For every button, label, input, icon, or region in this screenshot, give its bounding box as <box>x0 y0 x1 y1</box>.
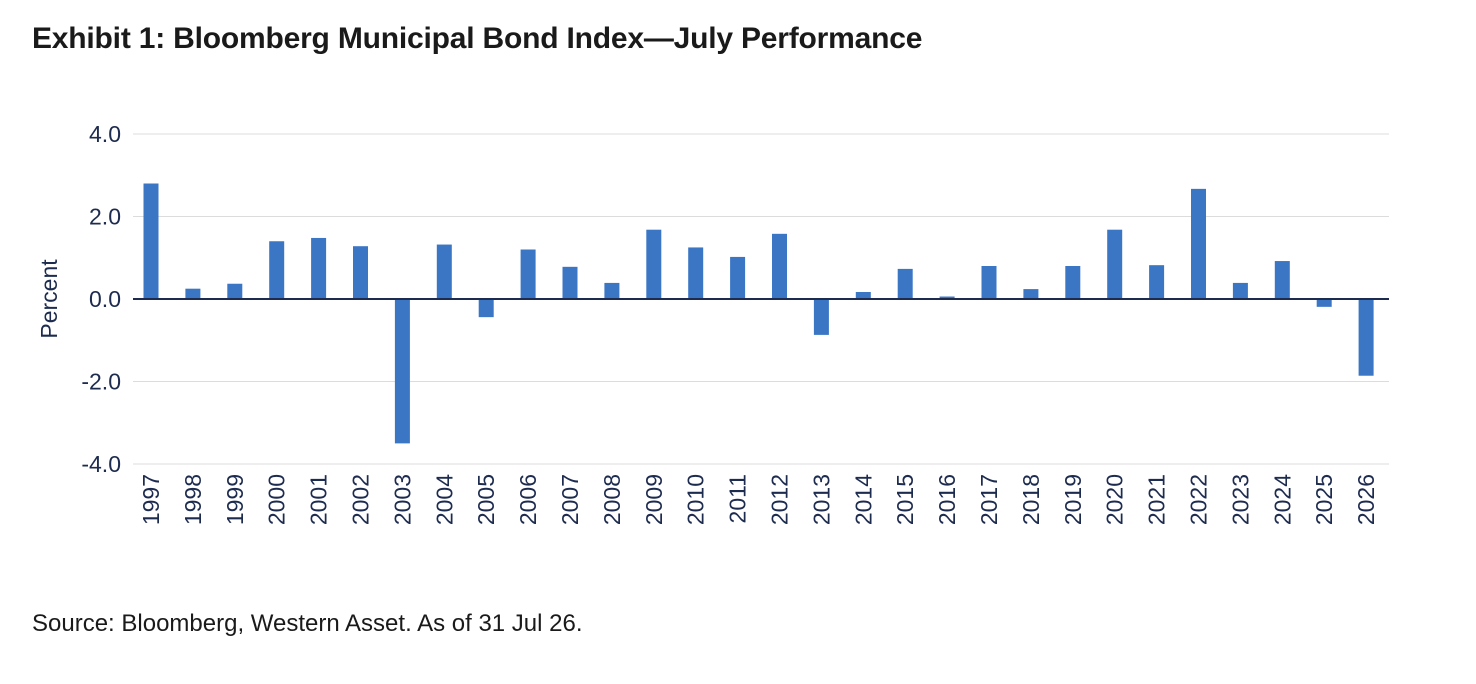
x-tick-label: 1997 <box>138 474 164 525</box>
y-tick-label: -2.0 <box>81 369 121 395</box>
x-tick-label: 2001 <box>306 474 332 525</box>
x-tick-label: 2021 <box>1144 474 1170 525</box>
x-tick-label: 2002 <box>348 474 374 525</box>
gridlines <box>133 133 1389 465</box>
bar-2010 <box>688 247 704 299</box>
bar-2008 <box>604 282 620 299</box>
chart-title: Exhibit 1: Bloomberg Municipal Bond Inde… <box>32 22 923 55</box>
bar-2016 <box>939 296 955 299</box>
bar-2005 <box>478 299 494 318</box>
x-tick-label: 2009 <box>641 474 667 525</box>
x-tick-label: 2018 <box>1018 474 1044 525</box>
source-note: Source: Bloomberg, Western Asset. As of … <box>32 610 583 637</box>
x-tick-label: 2010 <box>683 474 709 525</box>
y-tick-label: 4.0 <box>89 121 121 147</box>
x-tick-label: 2008 <box>599 474 625 525</box>
bar-2002 <box>353 246 368 299</box>
bar-1998 <box>185 288 201 299</box>
x-tick-label: 2007 <box>557 474 583 525</box>
x-tick-label: 2016 <box>934 474 960 525</box>
x-tick-label: 2017 <box>976 474 1002 525</box>
bars <box>143 183 1374 444</box>
bar-2001 <box>311 237 327 299</box>
x-tick-label: 2024 <box>1269 474 1295 525</box>
x-tick-label: 2004 <box>431 474 457 525</box>
x-tick-label: 2020 <box>1102 474 1128 525</box>
x-tick-label: 2023 <box>1227 474 1253 525</box>
y-tick-label: -4.0 <box>81 451 121 477</box>
bar-2015 <box>897 268 913 299</box>
bar-2014 <box>855 291 871 299</box>
x-tick-label: 1999 <box>222 474 248 525</box>
bar-1997 <box>143 183 159 299</box>
x-tick-label: 2013 <box>808 474 834 525</box>
x-tick-label: 2022 <box>1186 474 1212 525</box>
bar-2006 <box>520 249 536 299</box>
bar-2022 <box>1191 188 1206 299</box>
x-tick-label: 2014 <box>850 474 876 525</box>
bar-2023 <box>1232 282 1248 299</box>
bar-2025 <box>1316 299 1332 307</box>
bar-2021 <box>1149 265 1165 299</box>
x-tick-label: 2025 <box>1311 474 1337 525</box>
bar-2024 <box>1274 261 1290 299</box>
bar-2013 <box>813 299 829 335</box>
bar-2017 <box>981 266 997 299</box>
bar-2026 <box>1358 299 1374 376</box>
x-tick-label: 2006 <box>515 474 541 525</box>
x-tick-label: 2003 <box>389 474 415 525</box>
x-tick-label: 2012 <box>767 474 793 525</box>
bar-2007 <box>562 266 578 299</box>
bar-2020 <box>1107 229 1123 299</box>
bar-2011 <box>730 256 746 299</box>
bar-1999 <box>227 283 243 299</box>
y-tick-label: 2.0 <box>89 204 121 230</box>
x-tick-label: 2000 <box>264 474 290 525</box>
x-axis-ticks: 1997 1998 1999 2000 2001 2002 2003 2004 2005 2006… <box>138 474 1379 525</box>
x-tick-label: 2005 <box>473 474 499 525</box>
bar-chart: 4.0 2.0 0.0 -2.0 -4.0 1997 1998 1999 2000 2001 20… <box>36 121 1389 525</box>
bar-2012 <box>772 233 787 299</box>
bar-2000 <box>269 241 285 299</box>
bar-2019 <box>1065 266 1081 299</box>
y-tick-label: 0.0 <box>89 286 121 312</box>
bar-2018 <box>1023 289 1039 299</box>
bar-2009 <box>646 229 662 299</box>
x-tick-label: 2015 <box>892 474 918 525</box>
bar-2004 <box>436 244 452 299</box>
x-tick-label: 1998 <box>180 474 206 525</box>
y-axis-title: Percent <box>36 259 62 339</box>
y-axis-ticks: 4.0 2.0 0.0 -2.0 -4.0 <box>81 121 121 477</box>
bar-2003 <box>394 299 410 444</box>
x-tick-label: 2011 <box>725 474 751 523</box>
x-tick-label: 2026 <box>1353 474 1379 525</box>
x-tick-label: 2019 <box>1060 474 1086 525</box>
